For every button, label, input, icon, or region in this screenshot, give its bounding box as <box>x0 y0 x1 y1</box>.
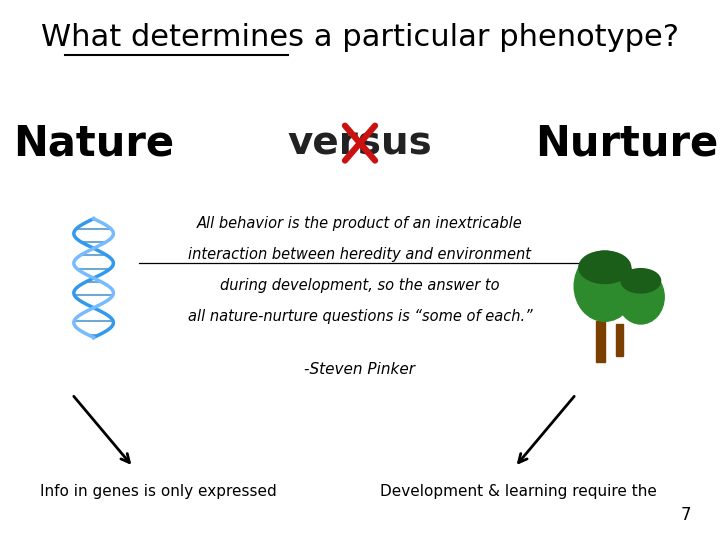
Text: Nature: Nature <box>13 122 174 164</box>
Text: What determines a particular phenotype?: What determines a particular phenotype? <box>41 23 679 52</box>
Text: -Steven Pinker: -Steven Pinker <box>305 362 415 377</box>
Text: versus: versus <box>287 124 433 162</box>
Text: Nurture: Nurture <box>535 122 718 164</box>
Text: during development, so the answer to: during development, so the answer to <box>220 278 500 293</box>
Bar <box>616 324 624 356</box>
Text: all nature-nurture questions is “some of each.”: all nature-nurture questions is “some of… <box>188 309 532 325</box>
Ellipse shape <box>621 268 660 293</box>
Ellipse shape <box>618 270 664 324</box>
Text: Info in genes is only expressed: Info in genes is only expressed <box>40 484 276 499</box>
Ellipse shape <box>579 251 631 284</box>
Text: interaction between heredity and environment: interaction between heredity and environ… <box>189 247 531 262</box>
Bar <box>596 321 605 362</box>
Text: Development & learning require the: Development & learning require the <box>380 484 657 499</box>
Text: 7: 7 <box>680 506 691 524</box>
Text: All behavior is the product of an inextricable: All behavior is the product of an inextr… <box>197 215 523 231</box>
Ellipse shape <box>575 251 635 321</box>
